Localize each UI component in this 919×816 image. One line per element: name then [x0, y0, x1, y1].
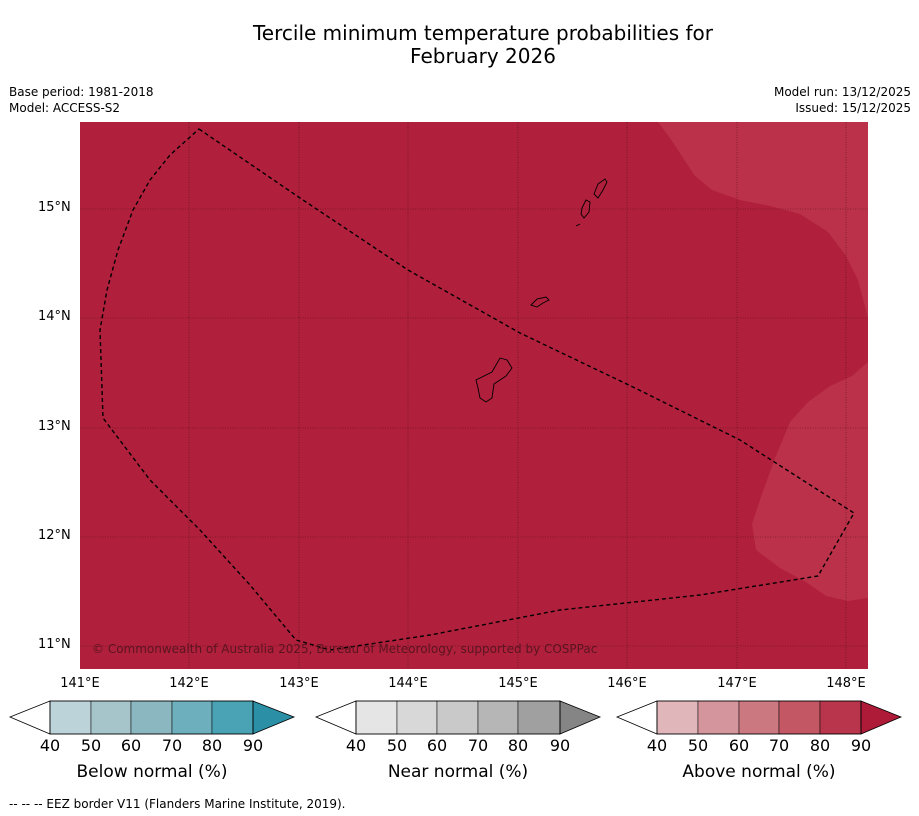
map-field-above-80-south — [752, 362, 868, 601]
near-arrow-low — [314, 700, 357, 735]
near-tick-50: 50 — [386, 736, 408, 755]
above-tick-40: 40 — [646, 736, 668, 755]
above-colorbar-title: Above normal (%) — [682, 762, 836, 782]
map-field-above-80-north — [658, 122, 868, 318]
title-line-1: Tercile minimum temperature probabilitie… — [252, 21, 714, 45]
island-saipan — [593, 178, 608, 199]
above-tick-70: 70 — [768, 736, 790, 755]
below-tick-80: 80 — [201, 736, 223, 755]
lon-label-144: 144°E — [388, 676, 428, 691]
near-colorbar-title: Near normal (%) — [387, 762, 529, 782]
above-tick-60: 60 — [728, 736, 750, 755]
title-line-2: February 2026 — [410, 44, 556, 68]
below-tick-70: 70 — [161, 736, 183, 755]
lat-label-14: 14°N — [38, 309, 71, 324]
near-arrow-high — [559, 700, 602, 735]
below-bin-40 — [49, 700, 92, 735]
above-bin-60 — [738, 700, 780, 735]
lon-label-145: 145°E — [498, 676, 538, 691]
below-arrow-low — [8, 700, 51, 735]
islands — [475, 178, 608, 403]
island-tinian — [580, 199, 591, 219]
lat-label-12: 12°N — [38, 528, 71, 543]
issued-date: Issued: 15/12/2025 — [795, 101, 911, 115]
map-gridlines — [80, 122, 868, 669]
map-copyright: © Commonwealth of Australia 2025, Bureau… — [92, 642, 598, 656]
near-tick-60: 60 — [426, 736, 448, 755]
lon-label-141: 141°E — [60, 676, 100, 691]
below-bin-50 — [90, 700, 132, 735]
near-bin-50 — [396, 700, 438, 735]
near-tick-70: 70 — [467, 736, 489, 755]
below-tick-90: 90 — [242, 736, 264, 755]
colorbar-below — [8, 700, 296, 735]
model-name: Model: ACCESS-S2 — [9, 101, 121, 115]
above-bin-50 — [697, 700, 740, 735]
near-bin-60 — [436, 700, 479, 735]
above-tick-80: 80 — [809, 736, 831, 755]
lat-label-15: 15°N — [38, 200, 71, 215]
below-arrow-high — [252, 700, 296, 735]
near-bin-70 — [477, 700, 519, 735]
eez-border — [99, 128, 855, 651]
island-aguijan — [575, 223, 581, 227]
meta-left: Base period: 1981-2018 Model: ACCESS-S2 — [9, 84, 154, 116]
eez-footnote: -- -- -- EEZ border V11 (Flanders Marine… — [9, 797, 346, 811]
lon-label-146: 146°E — [607, 676, 647, 691]
above-bin-40 — [656, 700, 699, 735]
lon-label-148: 148°E — [826, 676, 866, 691]
colorbar-near — [314, 700, 602, 735]
lon-label-147: 147°E — [717, 676, 757, 691]
near-tick-40: 40 — [345, 736, 367, 755]
above-bin-80 — [819, 700, 862, 735]
above-arrow-low — [615, 700, 658, 735]
base-period: Base period: 1981-2018 — [9, 85, 154, 99]
map-field-above-90 — [80, 122, 868, 669]
below-tick-50: 50 — [80, 736, 102, 755]
chart-title: Tercile minimum temperature probabilitie… — [0, 22, 919, 68]
lat-label-11: 11°N — [38, 637, 71, 652]
island-guam — [475, 357, 513, 403]
island-rota — [530, 296, 550, 308]
meta-right: Model run: 13/12/2025 Issued: 15/12/2025 — [774, 84, 911, 116]
below-colorbar-title: Below normal (%) — [76, 762, 228, 782]
lat-label-13: 13°N — [38, 419, 71, 434]
below-tick-40: 40 — [39, 736, 61, 755]
below-tick-60: 60 — [120, 736, 142, 755]
lon-label-142: 142°E — [169, 676, 209, 691]
near-bin-80 — [517, 700, 561, 735]
model-run: Model run: 13/12/2025 — [773, 85, 911, 99]
below-bin-80 — [211, 700, 254, 735]
near-tick-80: 80 — [507, 736, 529, 755]
below-bin-60 — [130, 700, 173, 735]
colorbar-above — [615, 700, 903, 735]
above-arrow-high — [860, 700, 903, 735]
above-bin-70 — [778, 700, 821, 735]
above-tick-90: 90 — [850, 736, 872, 755]
near-bin-40 — [355, 700, 398, 735]
near-tick-90: 90 — [549, 736, 571, 755]
below-bin-70 — [171, 700, 213, 735]
above-tick-50: 50 — [687, 736, 709, 755]
lon-label-143: 143°E — [279, 676, 319, 691]
